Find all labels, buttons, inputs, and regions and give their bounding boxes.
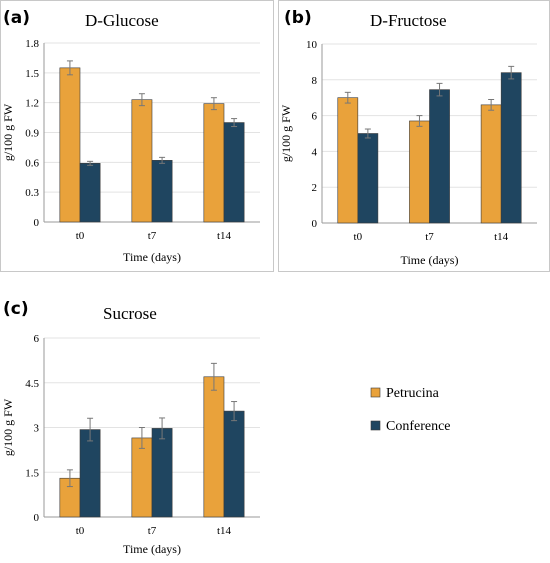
chart-panel-1: (a) D-Glucose 0 0.3 0.6 0.9 1.2 1.5 1.8 t0 t7 t14 Ti… xyxy=(0,0,274,272)
chart-title: D-Glucose xyxy=(85,11,159,30)
x-axis-label: Time (days) xyxy=(401,253,459,267)
y-tick-label: 0.9 xyxy=(25,128,39,140)
x-tick-label: t0 xyxy=(76,525,85,537)
y-tick-label: 0.3 xyxy=(25,187,39,199)
bar-petrucina-t14 xyxy=(203,376,225,518)
y-tick-label: 0.6 xyxy=(25,157,39,169)
bar-conference-t0 xyxy=(79,429,101,518)
bar-petrucina-t7 xyxy=(131,437,153,518)
y-tick-label: 6 xyxy=(312,111,318,123)
x-tick-label: t7 xyxy=(425,231,434,243)
bar-petrucina-t7 xyxy=(131,99,153,223)
bar-petrucina-t14 xyxy=(203,103,225,223)
chart-title: Sucrose xyxy=(103,304,157,323)
bar-conference-t7 xyxy=(151,428,173,518)
bar-conference-t14 xyxy=(223,410,245,518)
y-axis-label: g/100 g FW xyxy=(1,103,15,161)
legend: Petrucina Conference xyxy=(370,386,451,434)
y-tick-label: 1.5 xyxy=(25,467,39,479)
y-tick-label: 1.5 xyxy=(25,68,39,80)
y-axis-label: g/100 g FW xyxy=(1,398,15,456)
y-tick-label: 0 xyxy=(312,218,318,230)
x-axis-label: Time (days) xyxy=(123,542,181,556)
bar-petrucina-t14 xyxy=(480,104,502,224)
y-tick-label: 1.8 xyxy=(25,38,39,50)
bar-conference-t0 xyxy=(79,163,101,223)
panel-label: (b) xyxy=(284,8,312,28)
x-tick-label: t14 xyxy=(494,231,509,243)
x-tick-label: t0 xyxy=(354,231,363,243)
y-tick-label: 8 xyxy=(312,75,318,87)
x-tick-label: t14 xyxy=(217,230,232,242)
chart-panel-2: (b) D-Fructose 0 2 4 6 8 10 t0 t7 t14 Time (days) g/… xyxy=(278,0,550,272)
y-tick-label: 2 xyxy=(312,182,318,194)
y-tick-label: 3 xyxy=(34,423,40,435)
panel-label: (c) xyxy=(3,299,29,319)
x-tick-label: t7 xyxy=(148,230,157,242)
y-tick-label: 0 xyxy=(34,217,40,229)
panel-label: (a) xyxy=(3,8,30,28)
bar-petrucina-t0 xyxy=(59,67,81,223)
bar-conference-t14 xyxy=(223,122,245,223)
chart-title: D-Fructose xyxy=(370,11,446,30)
chart-panel-3: (c) Sucrose 0 1.5 3 4.5 6 t0 t7 t14 Time (days) g/1… xyxy=(1,299,260,556)
bar-conference-t7 xyxy=(429,89,450,224)
bar-conference-t0 xyxy=(357,133,379,224)
x-axis-label: Time (days) xyxy=(123,250,181,264)
bar-conference-t14 xyxy=(500,72,522,224)
legend-swatch-conference xyxy=(370,420,381,431)
y-tick-label: 1.2 xyxy=(25,98,39,110)
y-tick-label: 0 xyxy=(34,512,40,524)
x-tick-label: t14 xyxy=(217,525,232,537)
bar-petrucina-t7 xyxy=(409,120,430,224)
legend-label-conference: Conference xyxy=(386,419,451,434)
x-tick-label: t0 xyxy=(76,230,85,242)
y-tick-label: 4.5 xyxy=(25,378,39,390)
y-tick-label: 6 xyxy=(34,333,40,345)
x-tick-label: t7 xyxy=(148,525,157,537)
y-axis-label: g/100 g FW xyxy=(279,104,293,162)
legend-swatch-petrucina xyxy=(370,387,381,398)
legend-label-petrucina: Petrucina xyxy=(386,386,440,401)
bar-conference-t7 xyxy=(151,160,173,223)
y-tick-label: 4 xyxy=(312,146,318,158)
y-tick-label: 10 xyxy=(306,39,318,51)
bar-petrucina-t0 xyxy=(337,97,359,224)
